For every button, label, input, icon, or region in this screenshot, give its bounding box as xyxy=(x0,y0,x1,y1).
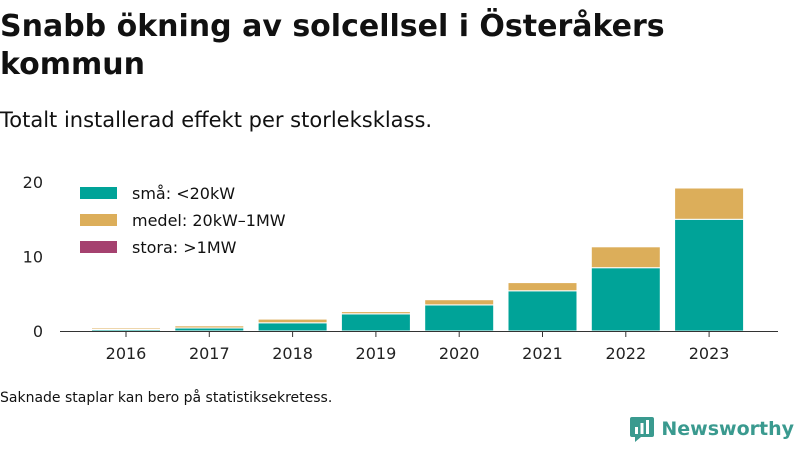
bar-2020-series-1 xyxy=(424,299,495,306)
legend-label-1: medel: 20kW–1MW xyxy=(132,211,286,230)
bar-2023-series-1 xyxy=(674,187,745,220)
legend: små: <20kW medel: 20kW–1MW stora: >1MW xyxy=(66,178,308,262)
bar-2016-series-1 xyxy=(91,327,161,330)
legend-label-2: stora: >1MW xyxy=(132,238,237,257)
legend-swatch-0 xyxy=(80,187,117,199)
x-tick-label-2023: 2023 xyxy=(689,344,730,363)
legend-swatch-2 xyxy=(80,241,117,253)
newsworthy-logo-icon xyxy=(630,417,655,442)
legend-swatch-1 xyxy=(80,214,117,226)
bar-2021-series-0 xyxy=(507,290,578,332)
bar-2020-series-0 xyxy=(424,304,495,332)
bar-2018-series-0 xyxy=(257,322,328,332)
x-tick-label-2018: 2018 xyxy=(272,344,313,363)
x-tick-label-2020: 2020 xyxy=(439,344,480,363)
axes-group: 2016 2017 2018 2019 2020 2021 2022 2023 0 10 20 xyxy=(23,173,778,363)
bar-2022-series-0 xyxy=(590,267,661,332)
y-tick-label-10: 10 xyxy=(23,248,43,267)
bar-2019-series-0 xyxy=(340,313,411,332)
x-tick-label-2017: 2017 xyxy=(189,344,230,363)
x-tick-label-2022: 2022 xyxy=(605,344,646,363)
newsworthy-logo-text: Newsworthy xyxy=(661,418,794,440)
bar-2021-series-1 xyxy=(507,282,578,292)
bar-2017-series-1 xyxy=(174,325,245,329)
bar-2023-series-0 xyxy=(674,218,745,332)
x-tick-label-2021: 2021 xyxy=(522,344,563,363)
bar-2019-series-1 xyxy=(340,311,411,315)
chart-subtitle: Totalt installerad effekt per storlekskl… xyxy=(0,108,433,132)
bars-group xyxy=(91,187,745,332)
y-tick-label-0: 0 xyxy=(33,322,43,341)
bar-2018-series-1 xyxy=(257,318,328,324)
stacked-bar-chart: 2016 2017 2018 2019 2020 2021 2022 2023 0 10 20 sm… xyxy=(23,173,778,363)
y-tick-label-20: 20 xyxy=(23,173,43,192)
newsworthy-logo: Newsworthy xyxy=(629,414,794,444)
bar-2022-series-1 xyxy=(590,246,661,269)
legend-label-0: små: <20kW xyxy=(132,184,235,203)
chart-title: Snabb ökning av solcellsel i Österåkers … xyxy=(0,9,665,82)
x-tick-label-2016: 2016 xyxy=(106,344,147,363)
footnote: Saknade staplar kan bero på statistiksek… xyxy=(0,390,333,406)
x-tick-label-2019: 2019 xyxy=(356,344,397,363)
